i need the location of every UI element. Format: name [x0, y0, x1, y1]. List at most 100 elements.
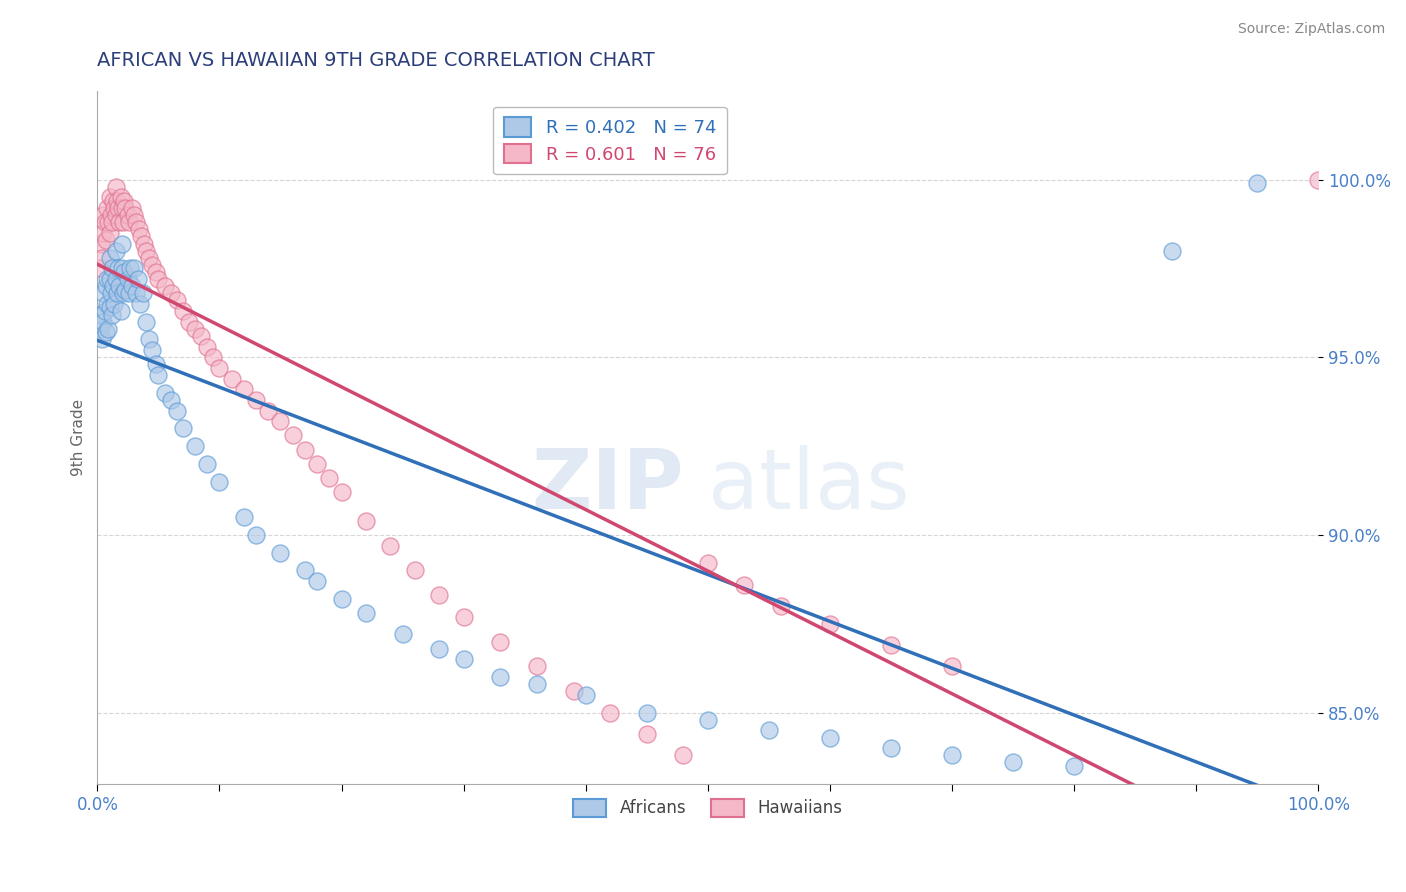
Point	[636, 727, 658, 741]
Point	[129, 297, 152, 311]
Point	[89, 322, 111, 336]
Point	[221, 371, 243, 385]
Point	[190, 329, 212, 343]
Point	[818, 616, 841, 631]
Point	[135, 315, 157, 329]
Point	[184, 439, 207, 453]
Point	[269, 414, 291, 428]
Point	[148, 272, 170, 286]
Point	[453, 609, 475, 624]
Point	[232, 510, 254, 524]
Point	[1308, 172, 1330, 186]
Point	[121, 279, 143, 293]
Point	[575, 688, 598, 702]
Point	[97, 322, 120, 336]
Point	[111, 201, 134, 215]
Point	[93, 286, 115, 301]
Point	[195, 340, 218, 354]
Point	[318, 471, 340, 485]
Point	[114, 201, 136, 215]
Point	[107, 261, 129, 276]
Point	[103, 194, 125, 208]
Point	[110, 190, 132, 204]
Point	[90, 236, 112, 251]
Point	[941, 659, 963, 673]
Point	[269, 546, 291, 560]
Point	[107, 201, 129, 215]
Point	[138, 333, 160, 347]
Point	[93, 226, 115, 240]
Point	[112, 194, 135, 208]
Point	[159, 392, 181, 407]
Point	[453, 652, 475, 666]
Point	[427, 588, 450, 602]
Point	[118, 286, 141, 301]
Point	[195, 457, 218, 471]
Point	[232, 382, 254, 396]
Point	[90, 308, 112, 322]
Point	[120, 261, 142, 276]
Point	[132, 236, 155, 251]
Point	[562, 684, 585, 698]
Point	[177, 315, 200, 329]
Point	[880, 638, 903, 652]
Point	[131, 286, 153, 301]
Point	[818, 731, 841, 745]
Point	[103, 297, 125, 311]
Point	[100, 286, 122, 301]
Legend: Africans, Hawaiians: Africans, Hawaiians	[567, 792, 849, 824]
Point	[599, 706, 621, 720]
Point	[184, 322, 207, 336]
Point	[404, 564, 426, 578]
Point	[89, 261, 111, 276]
Point	[103, 279, 125, 293]
Point	[93, 315, 115, 329]
Point	[1246, 176, 1268, 190]
Point	[172, 421, 194, 435]
Point	[94, 326, 117, 340]
Point	[111, 236, 134, 251]
Point	[104, 244, 127, 258]
Point	[117, 272, 139, 286]
Point	[208, 360, 231, 375]
Point	[104, 208, 127, 222]
Point	[93, 215, 115, 229]
Point	[97, 215, 120, 229]
Point	[880, 741, 903, 756]
Point	[117, 208, 139, 222]
Point	[121, 201, 143, 215]
Point	[101, 215, 124, 229]
Point	[696, 557, 718, 571]
Point	[141, 258, 163, 272]
Point	[526, 677, 548, 691]
Point	[770, 599, 793, 613]
Point	[145, 265, 167, 279]
Point	[101, 308, 124, 322]
Point	[110, 304, 132, 318]
Point	[104, 272, 127, 286]
Point	[98, 272, 121, 286]
Point	[96, 272, 118, 286]
Point	[733, 577, 755, 591]
Point	[636, 706, 658, 720]
Point	[354, 606, 377, 620]
Point	[208, 475, 231, 489]
Point	[128, 222, 150, 236]
Point	[118, 215, 141, 229]
Point	[135, 244, 157, 258]
Point	[307, 574, 329, 589]
Point	[294, 442, 316, 457]
Point	[138, 251, 160, 265]
Point	[101, 261, 124, 276]
Point	[131, 229, 153, 244]
Point	[330, 591, 353, 606]
Point	[122, 208, 145, 222]
Point	[330, 485, 353, 500]
Y-axis label: 9th Grade: 9th Grade	[72, 399, 86, 475]
Point	[108, 279, 131, 293]
Point	[112, 265, 135, 279]
Text: AFRICAN VS HAWAIIAN 9TH GRADE CORRELATION CHART: AFRICAN VS HAWAIIAN 9TH GRADE CORRELATIO…	[97, 51, 655, 70]
Point	[145, 357, 167, 371]
Point	[245, 392, 267, 407]
Point	[125, 286, 148, 301]
